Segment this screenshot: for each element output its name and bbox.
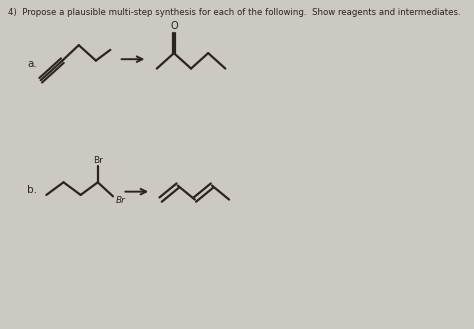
Text: Br: Br bbox=[93, 156, 103, 165]
Text: a.: a. bbox=[27, 59, 37, 69]
Text: Br: Br bbox=[116, 195, 126, 205]
Text: O: O bbox=[170, 21, 178, 31]
Text: b.: b. bbox=[27, 185, 37, 195]
Text: 4)  Propose a plausible multi-step synthesis for each of the following.  Show re: 4) Propose a plausible multi-step synthe… bbox=[8, 8, 460, 17]
